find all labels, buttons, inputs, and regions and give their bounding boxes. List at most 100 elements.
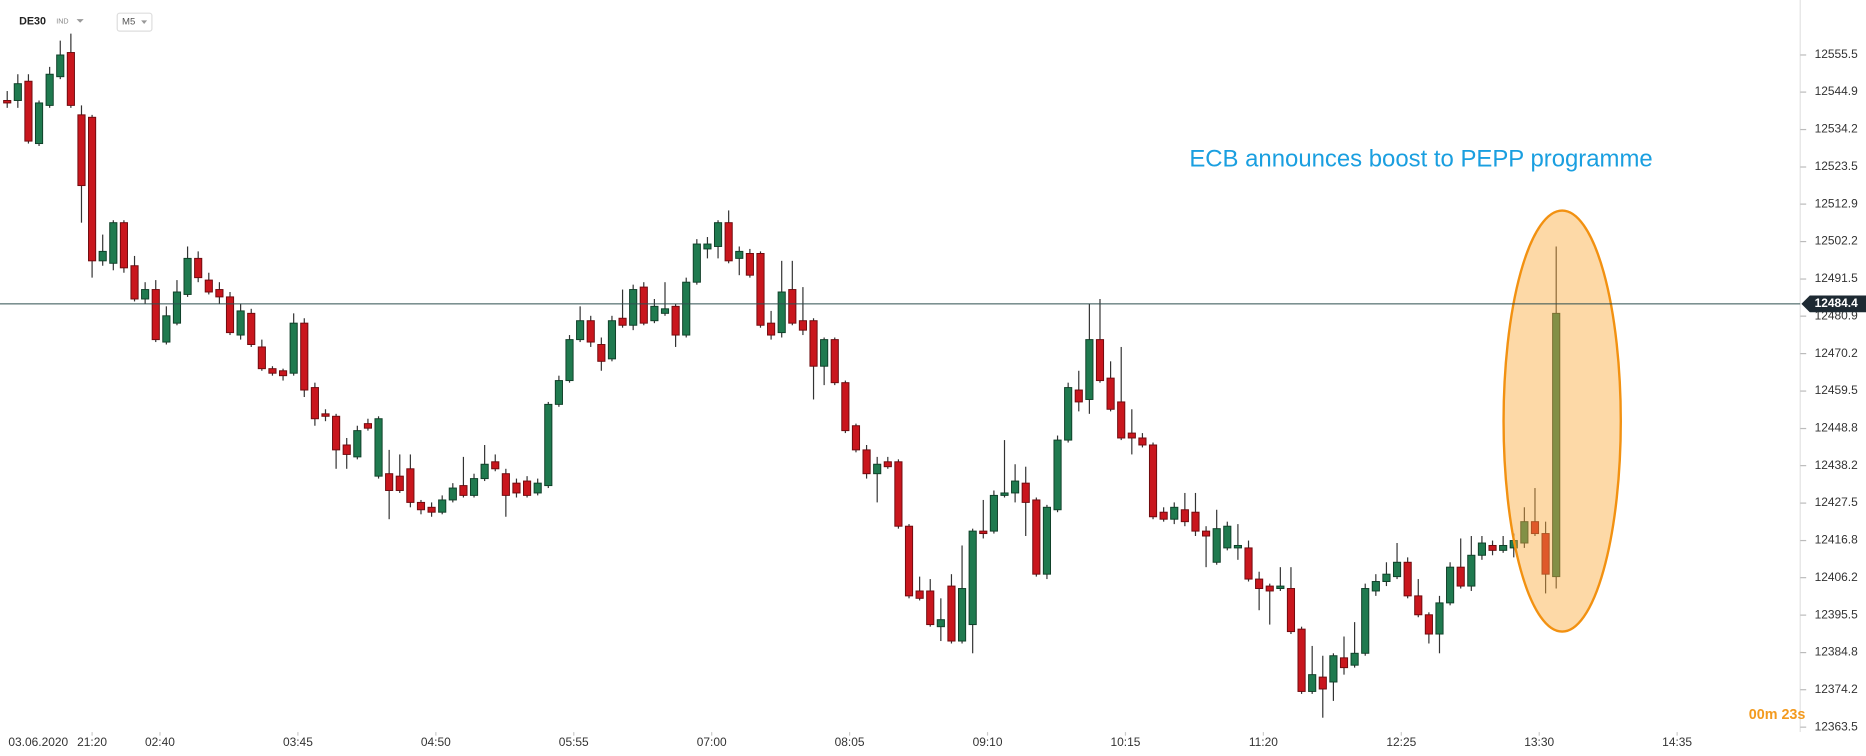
candle-body	[204, 279, 213, 293]
candle-body	[1371, 581, 1380, 592]
x-tick-label: 08:05	[835, 735, 865, 749]
x-tick-label: 12:25	[1386, 735, 1416, 749]
current-price-label: 12484.4	[1815, 296, 1859, 310]
candle-body	[873, 463, 882, 475]
x-tick-label: 10:15	[1110, 735, 1140, 749]
current-price-tag	[1801, 295, 1866, 313]
candle-body	[353, 430, 362, 458]
candle-body	[56, 54, 65, 78]
y-tick-label: 12459.5	[1815, 383, 1859, 397]
candle-body	[650, 305, 659, 322]
candle-body	[586, 320, 595, 343]
symbol: DE30	[19, 15, 46, 27]
candle-body	[682, 281, 691, 336]
candle-body	[1064, 387, 1073, 441]
candle-body	[225, 296, 235, 334]
candle-body	[215, 289, 224, 298]
candle-body	[618, 317, 627, 326]
candle-body	[788, 289, 797, 324]
candle-body	[363, 423, 373, 429]
candle-body	[1000, 492, 1009, 496]
candle-body	[162, 315, 171, 343]
y-tick-label: 12384.8	[1815, 645, 1859, 659]
y-tick-label: 12555.5	[1815, 47, 1859, 61]
candle-body	[957, 588, 967, 642]
y-tick-label: 12491.5	[1815, 271, 1859, 285]
candle-body	[703, 243, 712, 250]
candle-body	[1170, 506, 1179, 520]
candle-body	[1361, 588, 1370, 654]
candle-body	[554, 380, 563, 405]
candle-body	[109, 222, 118, 264]
y-tick-label: 12427.5	[1815, 495, 1859, 509]
x-tick-label: 04:50	[421, 735, 451, 749]
timeframe-button[interactable]	[116, 12, 153, 32]
candle-body	[767, 322, 776, 336]
x-tick-label: 14:35	[1662, 735, 1692, 749]
candle-body	[1329, 655, 1338, 683]
candle-body	[1488, 544, 1497, 551]
candle-body	[1095, 339, 1105, 382]
y-tick-label: 12406.2	[1815, 570, 1859, 584]
highlight-ellipse	[1502, 209, 1622, 633]
candle-body	[894, 461, 903, 527]
candle-body	[533, 482, 542, 494]
candle-body	[416, 501, 426, 511]
candle-body	[151, 289, 160, 341]
dropdown-arrow[interactable]	[76, 19, 84, 23]
candle-body	[130, 265, 139, 300]
candle-body	[491, 461, 500, 470]
candle-body	[1339, 657, 1349, 669]
candle-body	[1456, 566, 1465, 587]
candle-body	[1286, 588, 1296, 633]
candle-body	[1117, 401, 1126, 439]
y-tick-label: 12438.2	[1815, 458, 1859, 472]
candle-body	[660, 308, 670, 314]
candle-body	[374, 418, 383, 477]
candle-body	[438, 499, 447, 513]
candle-body	[183, 257, 192, 295]
candle-body	[13, 83, 22, 101]
candle-body	[501, 473, 510, 496]
candle-body	[947, 585, 956, 642]
candle-body	[1233, 544, 1242, 549]
candle-body	[544, 403, 553, 487]
candle-body	[278, 370, 288, 377]
candle-body	[915, 590, 924, 599]
candle-body	[1127, 432, 1136, 439]
candle-body	[713, 222, 723, 247]
candle-body	[576, 320, 585, 341]
candle-body	[1520, 521, 1529, 544]
candle-body	[1053, 439, 1062, 511]
candle-body	[395, 475, 404, 491]
candle-body	[1138, 437, 1147, 446]
candle-body	[1552, 312, 1561, 578]
dropdown-arrow	[141, 20, 148, 24]
candle-body	[321, 413, 330, 417]
instrument-type: IND	[56, 17, 68, 25]
candle-body	[607, 320, 617, 360]
candle-body	[1032, 499, 1041, 575]
candle-body	[1021, 482, 1030, 503]
candle-body	[671, 305, 680, 336]
candle-body	[480, 463, 489, 480]
candle-body	[448, 487, 457, 501]
candle-body	[24, 80, 33, 142]
candle-body	[45, 73, 54, 106]
y-tick-label: 12363.5	[1815, 719, 1859, 733]
candle-body	[1180, 509, 1189, 523]
date-label: 03.06.2020	[8, 735, 68, 749]
candle-body	[385, 473, 394, 491]
candle-body	[310, 387, 319, 420]
candle-body	[597, 344, 606, 362]
y-tick-label: 12502.2	[1815, 234, 1859, 248]
candle-body	[98, 250, 107, 262]
candle-body	[1244, 547, 1253, 580]
candle-body	[141, 289, 150, 300]
candle-body	[469, 478, 479, 496]
candle-body	[1255, 578, 1264, 590]
candle-body	[77, 114, 86, 187]
y-tick-label: 12395.5	[1815, 607, 1859, 621]
